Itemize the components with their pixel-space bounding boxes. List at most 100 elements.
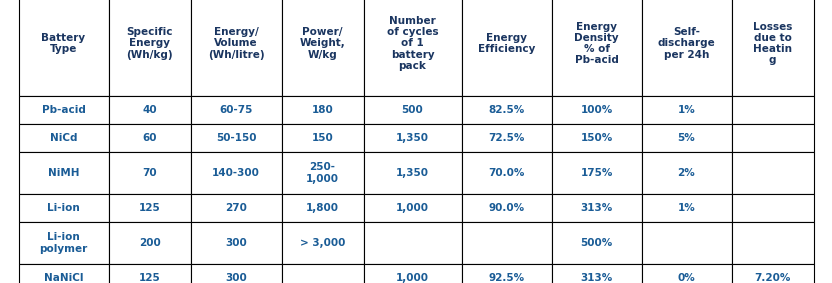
Text: Number
of cycles
of 1
battery
pack: Number of cycles of 1 battery pack: [387, 16, 438, 71]
Text: 200: 200: [139, 238, 161, 248]
Bar: [191, 264, 281, 283]
Bar: [552, 96, 641, 124]
Text: 70.0%: 70.0%: [488, 168, 525, 178]
Bar: [364, 124, 462, 152]
Bar: [108, 124, 191, 152]
Text: Specific
Energy
(Wh/kg): Specific Energy (Wh/kg): [126, 27, 173, 60]
Text: Energy
Density
% of
Pb-acid: Energy Density % of Pb-acid: [574, 22, 619, 65]
Bar: [552, 152, 641, 194]
Text: 50-150: 50-150: [215, 133, 256, 143]
Text: 180: 180: [312, 105, 334, 115]
Bar: [108, 96, 191, 124]
Text: 150%: 150%: [581, 133, 612, 143]
Bar: [731, 152, 814, 194]
Bar: [364, 222, 462, 264]
Bar: [18, 194, 108, 222]
Text: Power/
Weight,
W/kg: Power/ Weight, W/kg: [300, 27, 345, 60]
Text: 90.0%: 90.0%: [488, 203, 524, 213]
Text: 92.5%: 92.5%: [488, 273, 524, 283]
Bar: [281, 0, 364, 96]
Bar: [462, 264, 552, 283]
Text: 7.20%: 7.20%: [755, 273, 790, 283]
Text: 60-75: 60-75: [220, 105, 253, 115]
Text: 125: 125: [139, 203, 161, 213]
Text: 40: 40: [142, 105, 156, 115]
Text: Energy/
Volume
(Wh/litre): Energy/ Volume (Wh/litre): [208, 27, 265, 60]
Text: 1,000: 1,000: [396, 273, 429, 283]
Bar: [364, 0, 462, 96]
Bar: [731, 194, 814, 222]
Bar: [641, 194, 731, 222]
Bar: [364, 152, 462, 194]
Bar: [191, 222, 281, 264]
Text: 175%: 175%: [580, 168, 612, 178]
Text: 60: 60: [142, 133, 156, 143]
Bar: [191, 194, 281, 222]
Bar: [281, 152, 364, 194]
Bar: [552, 124, 641, 152]
Text: 1%: 1%: [677, 105, 696, 115]
Text: NaNiCl: NaNiCl: [44, 273, 83, 283]
Text: 1,800: 1,800: [306, 203, 339, 213]
Bar: [281, 194, 364, 222]
Text: 500: 500: [402, 105, 423, 115]
Text: 70: 70: [142, 168, 156, 178]
Bar: [641, 124, 731, 152]
Bar: [641, 264, 731, 283]
Bar: [18, 152, 108, 194]
Bar: [552, 194, 641, 222]
Bar: [108, 0, 191, 96]
Text: Li-ion: Li-ion: [47, 203, 80, 213]
Bar: [281, 264, 364, 283]
Text: 0%: 0%: [677, 273, 696, 283]
Bar: [731, 264, 814, 283]
Text: 250-
1,000: 250- 1,000: [306, 162, 339, 184]
Text: 313%: 313%: [581, 203, 612, 213]
Text: 2%: 2%: [677, 168, 696, 178]
Bar: [641, 0, 731, 96]
Text: 500%: 500%: [581, 238, 612, 248]
Text: 313%: 313%: [581, 273, 612, 283]
Text: 1%: 1%: [677, 203, 696, 213]
Bar: [108, 222, 191, 264]
Text: Battery
Type: Battery Type: [42, 33, 86, 54]
Text: 1,350: 1,350: [396, 133, 429, 143]
Text: Self-
discharge
per 24h: Self- discharge per 24h: [657, 27, 716, 60]
Text: 300: 300: [225, 238, 247, 248]
Bar: [462, 0, 552, 96]
Bar: [552, 0, 641, 96]
Text: 82.5%: 82.5%: [488, 105, 525, 115]
Bar: [18, 222, 108, 264]
Bar: [641, 96, 731, 124]
Bar: [108, 152, 191, 194]
Bar: [281, 124, 364, 152]
Text: Losses
due to
Heatin
g: Losses due to Heatin g: [753, 22, 792, 65]
Text: 125: 125: [139, 273, 161, 283]
Bar: [552, 264, 641, 283]
Bar: [191, 96, 281, 124]
Bar: [462, 194, 552, 222]
Text: > 3,000: > 3,000: [300, 238, 345, 248]
Text: 140-300: 140-300: [212, 168, 260, 178]
Text: Li-ion
polymer: Li-ion polymer: [39, 232, 87, 254]
Bar: [462, 152, 552, 194]
Bar: [364, 96, 462, 124]
Bar: [191, 124, 281, 152]
Bar: [18, 96, 108, 124]
Bar: [641, 152, 731, 194]
Bar: [108, 264, 191, 283]
Bar: [731, 96, 814, 124]
Text: Energy
Efficiency: Energy Efficiency: [478, 33, 535, 54]
Bar: [462, 222, 552, 264]
Text: 100%: 100%: [581, 105, 612, 115]
Text: 5%: 5%: [677, 133, 696, 143]
Bar: [108, 194, 191, 222]
Bar: [191, 0, 281, 96]
Bar: [552, 222, 641, 264]
Bar: [364, 264, 462, 283]
Text: 1,350: 1,350: [396, 168, 429, 178]
Bar: [18, 124, 108, 152]
Bar: [281, 222, 364, 264]
Bar: [731, 222, 814, 264]
Text: 150: 150: [312, 133, 334, 143]
